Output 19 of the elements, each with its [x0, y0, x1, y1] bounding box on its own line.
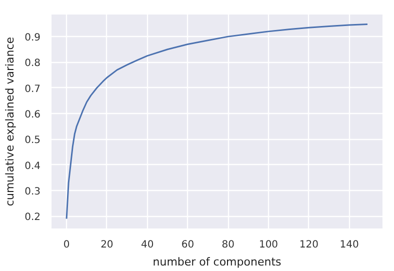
x-tick-label: 40 — [140, 240, 154, 250]
y-tick-label: 0.2 — [24, 212, 41, 224]
line-series — [66, 24, 368, 220]
x-tick-label: 120 — [299, 240, 318, 250]
y-tick-label: 0.6 — [24, 110, 41, 121]
y-tick-label: 0.7 — [24, 84, 41, 95]
y-axis-title: cumulative explained variance — [4, 36, 17, 206]
x-tick-label: 80 — [222, 240, 234, 250]
y-tick-label: 0.3 — [24, 186, 41, 198]
x-tick-label: 20 — [100, 240, 114, 250]
y-tick-label: 0.5 — [24, 135, 41, 146]
x-tick-label: 100 — [258, 240, 278, 250]
x-tick-label: 140 — [340, 240, 359, 250]
y-tick-label: 0.8 — [24, 58, 41, 70]
x-axis-title: number of components — [152, 256, 282, 268]
y-tick-label: 0.4 — [24, 160, 41, 172]
x-tick-label: 60 — [181, 240, 194, 250]
y-tick-label: 0.9 — [24, 32, 41, 44]
x-tick-label: 0 — [63, 240, 70, 250]
